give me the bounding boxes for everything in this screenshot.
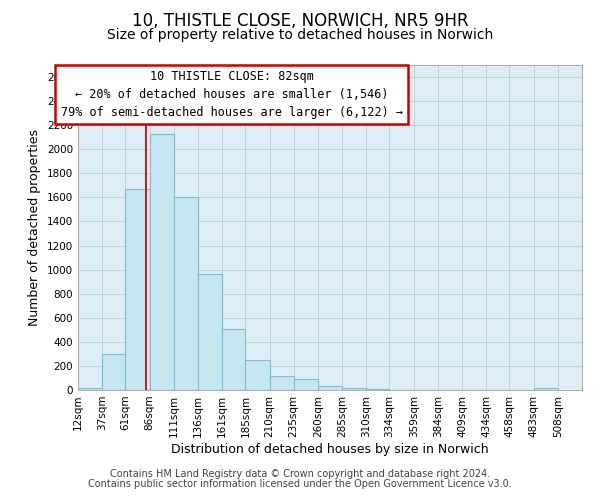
Bar xyxy=(174,198,198,390)
Bar xyxy=(102,354,125,390)
Y-axis label: Number of detached properties: Number of detached properties xyxy=(28,129,41,326)
Bar xyxy=(269,376,294,390)
X-axis label: Distribution of detached houses by size in Norwich: Distribution of detached houses by size … xyxy=(171,442,489,456)
Text: 10, THISTLE CLOSE, NORWICH, NR5 9HR: 10, THISTLE CLOSE, NORWICH, NR5 9HR xyxy=(131,12,469,30)
Bar xyxy=(533,388,558,390)
Bar xyxy=(78,388,102,390)
Text: Size of property relative to detached houses in Norwich: Size of property relative to detached ho… xyxy=(107,28,493,42)
Bar xyxy=(342,388,366,390)
Bar xyxy=(125,189,149,390)
Bar xyxy=(245,360,269,390)
Bar xyxy=(149,134,174,390)
Text: Contains public sector information licensed under the Open Government Licence v3: Contains public sector information licen… xyxy=(88,479,512,489)
Bar xyxy=(294,378,318,390)
Bar xyxy=(318,386,342,390)
Bar xyxy=(198,274,222,390)
Bar xyxy=(222,329,245,390)
Text: Contains HM Land Registry data © Crown copyright and database right 2024.: Contains HM Land Registry data © Crown c… xyxy=(110,469,490,479)
Text: 10 THISTLE CLOSE: 82sqm
← 20% of detached houses are smaller (1,546)
79% of semi: 10 THISTLE CLOSE: 82sqm ← 20% of detache… xyxy=(61,70,403,119)
